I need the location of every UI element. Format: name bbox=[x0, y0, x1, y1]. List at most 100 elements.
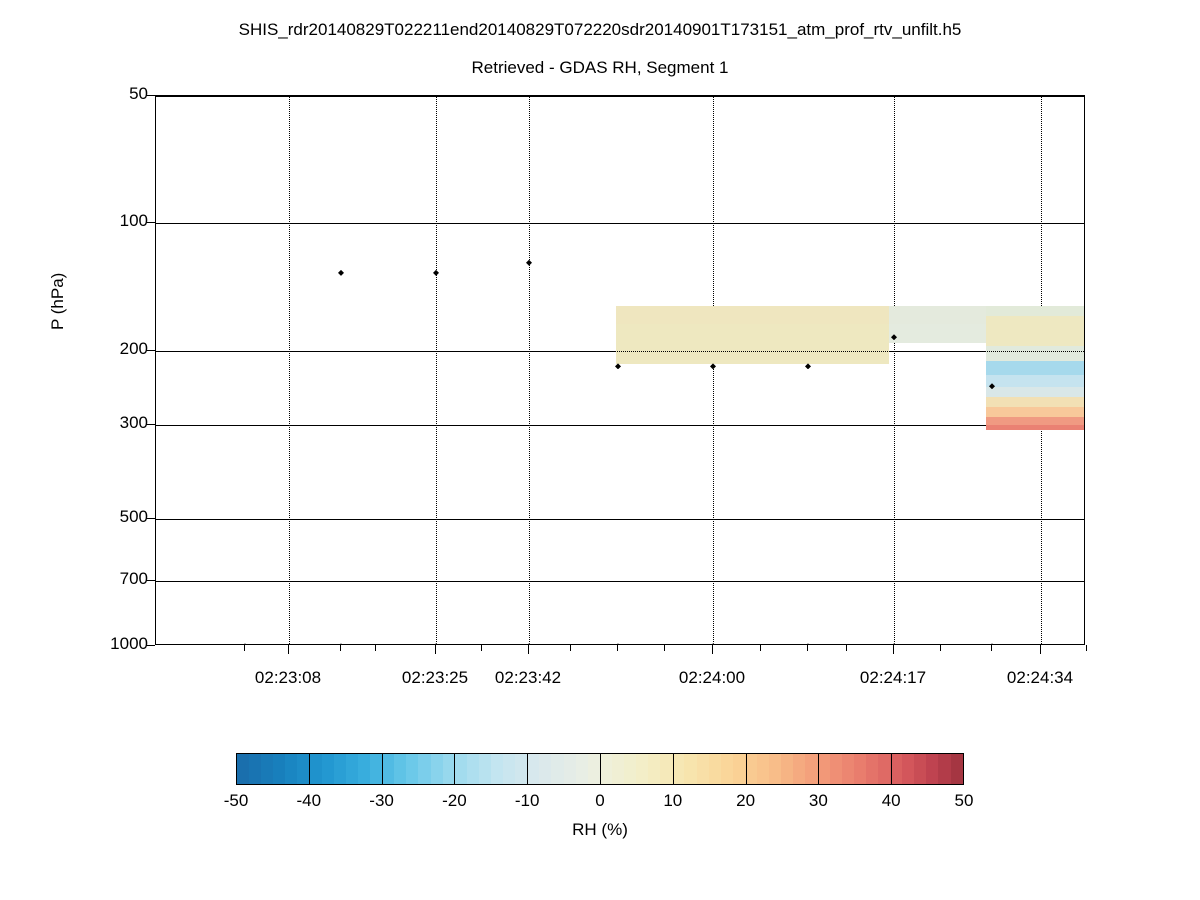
colorbar-tick-label: -50 bbox=[223, 791, 249, 810]
heatmap-cell bbox=[986, 387, 1084, 398]
data-point-marker bbox=[615, 363, 621, 370]
colorbar-segment bbox=[527, 754, 540, 784]
heatmap-cell bbox=[889, 323, 986, 343]
y-tick-mark bbox=[146, 423, 155, 425]
surface-point-marker bbox=[891, 643, 897, 644]
heatmap-cell bbox=[986, 417, 1084, 425]
x-tick-mark bbox=[1040, 645, 1041, 654]
x-minor-tick-mark bbox=[807, 645, 808, 651]
colorbar-segment bbox=[466, 754, 479, 784]
data-point-marker bbox=[338, 269, 344, 276]
colorbar-segment bbox=[237, 754, 250, 784]
x-minor-tick-mark bbox=[244, 645, 245, 651]
x-minor-tick-mark bbox=[617, 645, 618, 651]
colorbar-segment bbox=[321, 754, 334, 784]
colorbar-segment bbox=[273, 754, 286, 784]
colorbar-tick-mark bbox=[818, 753, 820, 785]
x-minor-tick-mark bbox=[940, 645, 941, 651]
gridline-horizontal bbox=[156, 424, 1084, 426]
surface-point-marker bbox=[989, 643, 995, 644]
colorbar-segment bbox=[708, 754, 721, 784]
colorbar-tick-mark bbox=[527, 753, 529, 785]
colorbar-segment bbox=[490, 754, 504, 784]
x-tick-mark bbox=[528, 645, 529, 654]
colorbar-segment bbox=[805, 754, 818, 784]
x-tick-label: 02:24:34 bbox=[1006, 668, 1074, 687]
surface-point-marker bbox=[526, 643, 532, 644]
colorbar-tick-mark bbox=[745, 753, 747, 785]
gridline-vertical bbox=[713, 96, 714, 644]
y-tick-mark bbox=[146, 349, 155, 351]
colorbar-segment bbox=[877, 754, 891, 784]
surface-point-marker bbox=[710, 643, 716, 644]
colorbar-segment bbox=[563, 754, 576, 784]
colorbar-tick-mark bbox=[454, 753, 456, 785]
heatmap-cell bbox=[616, 323, 889, 364]
x-minor-tick-mark bbox=[375, 645, 376, 651]
x-tick-label: 02:24:00 bbox=[678, 668, 746, 687]
plot-area bbox=[155, 95, 1085, 645]
gridline-vertical bbox=[529, 96, 530, 644]
colorbar-segment bbox=[890, 754, 903, 784]
colorbar-tick-mark bbox=[600, 753, 601, 785]
heatmap-cell bbox=[616, 306, 889, 324]
surface-point-marker bbox=[805, 643, 811, 644]
colorbar-tick-label: -40 bbox=[296, 791, 322, 810]
data-point-marker bbox=[710, 363, 716, 370]
heatmap-cell bbox=[986, 397, 1084, 407]
colorbar[interactable] bbox=[236, 753, 964, 785]
data-point-marker bbox=[526, 259, 532, 266]
x-minor-tick-mark bbox=[340, 645, 341, 651]
colorbar-segment bbox=[744, 754, 758, 784]
gridline-horizontal bbox=[156, 580, 1084, 582]
colorbar-segment bbox=[624, 754, 637, 784]
x-minor-tick-mark bbox=[664, 645, 665, 651]
data-point-marker bbox=[989, 383, 995, 390]
colorbar-segment bbox=[551, 754, 564, 784]
colorbar-segment bbox=[720, 754, 733, 784]
colorbar-segment bbox=[696, 754, 709, 784]
colorbar-segment bbox=[406, 754, 419, 784]
colorbar-segment bbox=[853, 754, 866, 784]
colorbar-segment bbox=[309, 754, 322, 784]
colorbar-segment bbox=[442, 754, 455, 784]
gridline-vertical bbox=[436, 96, 437, 644]
colorbar-segment bbox=[261, 754, 274, 784]
colorbar-segment bbox=[684, 754, 697, 784]
surface-point-marker bbox=[615, 643, 621, 644]
x-minor-tick-mark bbox=[760, 645, 761, 651]
data-point-marker bbox=[805, 363, 811, 370]
heatmap-cell bbox=[889, 306, 986, 324]
colorbar-tick-label: 20 bbox=[736, 791, 756, 810]
x-tick-label: 02:24:17 bbox=[859, 668, 927, 687]
colorbar-segment bbox=[599, 754, 612, 784]
y-tick-mark bbox=[146, 222, 155, 224]
gridline-horizontal bbox=[156, 518, 1084, 520]
colorbar-tick-label: -20 bbox=[442, 791, 467, 810]
colorbar-segment bbox=[333, 754, 346, 784]
colorbar-tick-label: 50 bbox=[954, 791, 974, 810]
heatmap-cell bbox=[986, 306, 1084, 317]
surface-point-marker bbox=[433, 643, 439, 644]
colorbar-tick-mark bbox=[891, 753, 893, 785]
colorbar-tick-label: 30 bbox=[808, 791, 828, 810]
colorbar-segment bbox=[732, 754, 745, 784]
colorbar-segment bbox=[370, 754, 383, 784]
x-tick-mark bbox=[893, 645, 894, 654]
x-minor-tick-mark bbox=[846, 645, 847, 651]
figure-subtitle: Retrieved - GDAS RH, Segment 1 bbox=[471, 58, 729, 77]
x-tick-label: 02:23:08 bbox=[254, 668, 322, 687]
y-tick-label: 700 bbox=[119, 568, 148, 588]
y-tick-mark bbox=[146, 579, 155, 581]
y-tick-mark bbox=[146, 95, 155, 96]
x-tick-label: 02:23:42 bbox=[494, 668, 562, 687]
colorbar-segment bbox=[636, 754, 649, 784]
surface-point-marker bbox=[338, 643, 344, 644]
colorbar-tick-label: 0 bbox=[595, 791, 605, 810]
colorbar-segment bbox=[611, 754, 624, 784]
x-minor-tick-mark bbox=[1086, 645, 1087, 651]
colorbar-segment bbox=[382, 754, 395, 784]
plot-canvas bbox=[156, 96, 1084, 644]
x-tick-mark bbox=[288, 645, 289, 654]
